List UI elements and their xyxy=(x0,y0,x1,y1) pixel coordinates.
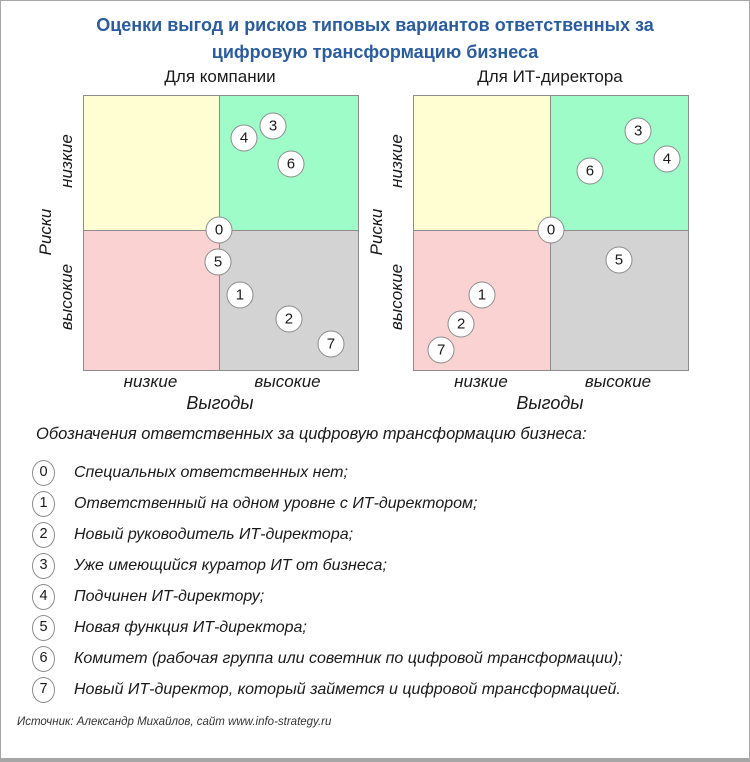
chart-point-2: 2 xyxy=(275,305,303,333)
legend-item-0: 0 Специальных ответственных нет; xyxy=(32,459,737,486)
quadrant-low-benefit-low-risk xyxy=(414,96,550,230)
legend-item-number: 4 xyxy=(32,583,55,610)
legend-item-number: 5 xyxy=(32,614,55,641)
chart-cio-y-tick-high: высокие xyxy=(387,263,406,331)
chart-point-0: 0 xyxy=(537,216,565,244)
chart-cio-y-axis-title: Риски xyxy=(367,208,386,256)
legend-heading: Обозначения ответственных за цифровую тр… xyxy=(36,425,587,443)
chart-company-y-tick-low: низкие xyxy=(57,134,76,188)
chart-point-7: 7 xyxy=(427,336,455,364)
chart-point-0: 0 xyxy=(205,216,233,244)
chart-point-1: 1 xyxy=(226,281,254,309)
chart-point-5: 5 xyxy=(605,246,633,274)
chart-company-x-axis-title: Выгоды xyxy=(186,393,254,413)
chart-point-3: 3 xyxy=(624,117,652,145)
legend-item-number: 1 xyxy=(32,490,55,517)
legend-item-number: 6 xyxy=(32,645,55,672)
chart-point-7: 7 xyxy=(317,330,345,358)
legend-item-label: Новый руководитель ИТ-директора; xyxy=(74,525,354,543)
chart-company-y-tick-high: высокие xyxy=(57,263,76,331)
chart-point-4: 4 xyxy=(230,124,258,152)
chart-point-1: 1 xyxy=(468,281,496,309)
legend-item-label: Новый ИТ-директор, который займется и ци… xyxy=(74,680,621,698)
legend-item-4: 4 Подчинен ИТ-директору; xyxy=(32,583,737,610)
chart-cio-y-tick-low: низкие xyxy=(387,134,406,188)
chart-point-2: 2 xyxy=(447,310,475,338)
legend-item-2: 2 Новый руководитель ИТ-директора; xyxy=(32,521,737,548)
source-note: Источник: Александр Михайлов, сайт www.i… xyxy=(17,716,332,728)
legend-item-label: Ответственный на одном уровне с ИТ-дирек… xyxy=(74,494,478,512)
chart-cio-x-tick-low: низкие xyxy=(454,372,508,391)
quadrant-low-benefit-high-risk xyxy=(84,229,220,370)
legend-item-3: 3 Уже имеющийся куратор ИТ от бизнеса; xyxy=(32,552,737,579)
legend-item-label: Специальных ответственных нет; xyxy=(74,463,348,481)
chart-cio-x-tick-high: высокие xyxy=(584,372,652,391)
page-title: Оценки выгод и рисков типовых вариантов … xyxy=(96,15,654,62)
legend-item-number: 3 xyxy=(32,552,55,579)
legend-item-number: 0 xyxy=(32,459,55,486)
chart-point-4: 4 xyxy=(653,145,681,173)
legend-item-5: 5 Новая функция ИТ-директора; xyxy=(32,614,737,641)
legend-item-label: Новая функция ИТ-директора; xyxy=(74,618,307,636)
chart-point-5: 5 xyxy=(204,248,232,276)
chart-company-x-tick-high: высокие xyxy=(254,372,321,391)
legend-item-6: 6 Комитет (рабочая группа или советник по… xyxy=(32,645,737,672)
legend-item-label: Уже имеющийся куратор ИТ от бизнеса; xyxy=(74,556,387,574)
chart-cio-title: Для ИТ-директора xyxy=(477,67,623,86)
chart-point-3: 3 xyxy=(259,112,287,140)
quadrant-low-benefit-low-risk xyxy=(84,96,220,230)
legend-item-label: Подчинен ИТ-директору; xyxy=(74,587,265,605)
chart-point-6: 6 xyxy=(576,157,604,185)
chart-company-x-tick-low: низкие xyxy=(123,372,178,391)
legend-item-1: 1 Ответственный на одном уровне с ИТ-дире… xyxy=(32,490,737,517)
legend-item-label: Комитет (рабочая группа или советник по … xyxy=(74,649,623,667)
legend-item-number: 7 xyxy=(32,676,55,703)
chart-cio-x-axis-title: Выгоды xyxy=(516,393,584,413)
chart-company-title: Для компании xyxy=(164,67,276,86)
chart-company-y-axis-title: Риски xyxy=(36,208,55,256)
legend-list: 0 Специальных ответственных нет; 1 Ответств… xyxy=(32,459,737,703)
legend-item-number: 2 xyxy=(32,521,55,548)
legend-item-7: 7 Новый ИТ-директор, который займется и ц… xyxy=(32,676,737,703)
chart-point-6: 6 xyxy=(277,150,305,178)
